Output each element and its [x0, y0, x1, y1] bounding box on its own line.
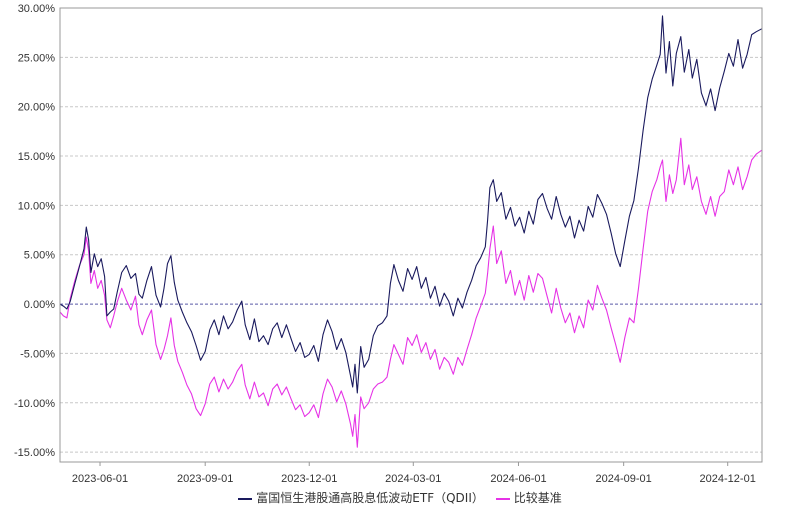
legend-swatch-fund: [238, 497, 253, 500]
x-tick-label: 2023-06-01: [72, 473, 128, 485]
y-tick-label: 25.00%: [18, 52, 56, 64]
x-tick-label: 2024-09-01: [596, 473, 652, 485]
legend-label-fund: 富国恒生港股通高股息低波动ETF（QDII）: [256, 491, 484, 505]
x-tick-label: 2024-03-01: [385, 473, 441, 485]
series-line-fund: [59, 15, 763, 394]
y-axis-tick-labels: 30.00% 25.00% 20.00% 15.00% 10.00% 5.00% 0.00%…: [14, 3, 55, 459]
legend-item-benchmark: 比较基准: [495, 489, 562, 506]
chart-legend: 富国恒生港股通高股息低波动ETF（QDII） 比较基准: [0, 489, 800, 506]
series-line-benchmark: [59, 137, 763, 448]
x-tick-label: 2023-12-01: [281, 473, 337, 485]
y-tick-label: 15.00%: [18, 151, 56, 163]
legend-item-fund: 富国恒生港股通高股息低波动ETF（QDII）: [238, 489, 484, 506]
legend-label-benchmark: 比较基准: [513, 491, 562, 505]
y-tick-label: -10.00%: [14, 398, 55, 410]
y-tick-label: -15.00%: [14, 447, 55, 459]
x-axis-tick-labels: 2023-06-01 2023-09-01 2023-12-01 2024-03-01…: [72, 473, 756, 485]
grid-layer: [60, 7, 762, 453]
y-tick-label: 0.00%: [24, 299, 55, 311]
y-tick-label: -5.00%: [20, 348, 55, 360]
x-tick-label: 2023-09-01: [177, 473, 233, 485]
plot-border: [59, 7, 763, 463]
x-tick-label: 2024-06-01: [490, 473, 546, 485]
series-layer: [59, 15, 763, 448]
x-tick-label: 2024-12-01: [700, 473, 756, 485]
axis-layer: [59, 7, 763, 466]
y-tick-label: 10.00%: [18, 200, 56, 212]
legend-swatch-benchmark: [495, 497, 510, 500]
y-tick-label: 30.00%: [18, 3, 56, 15]
y-tick-label: 5.00%: [24, 250, 55, 262]
y-tick-label: 20.00%: [18, 102, 56, 114]
